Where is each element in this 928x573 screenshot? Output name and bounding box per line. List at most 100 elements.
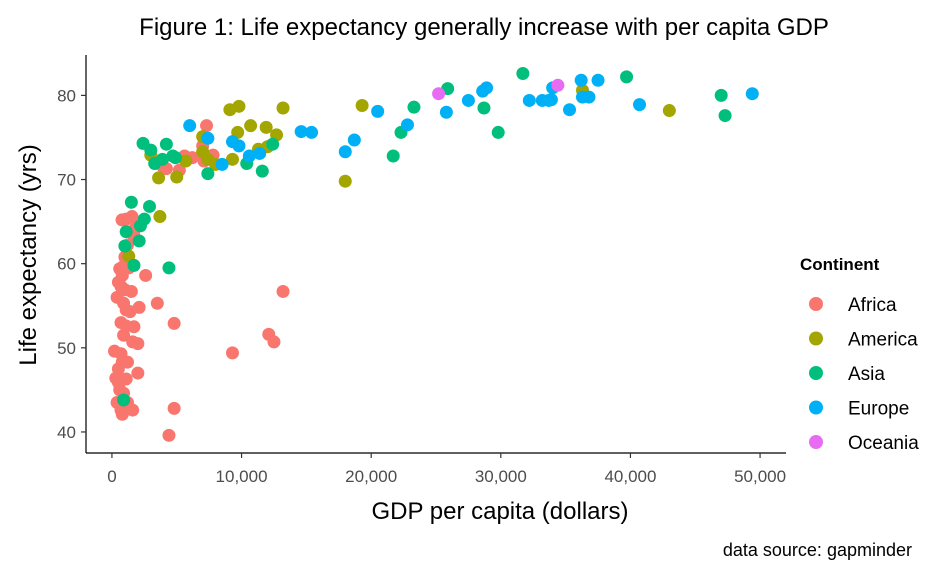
- data-point: [117, 328, 131, 342]
- data-point: [127, 320, 141, 334]
- data-point: [407, 100, 421, 114]
- data-point: [123, 305, 137, 319]
- legend-label-america: America: [848, 330, 918, 351]
- data-point: [266, 137, 280, 151]
- data-point: [400, 118, 414, 132]
- data-point: [551, 78, 565, 92]
- data-point: [582, 90, 596, 104]
- data-point: [201, 167, 215, 181]
- data-point: [167, 316, 181, 330]
- data-point: [461, 93, 475, 107]
- data-point: [745, 87, 759, 101]
- series-oceania: [432, 78, 565, 101]
- data-point: [225, 346, 239, 360]
- data-point: [294, 125, 308, 139]
- legend-key-asia: [809, 366, 823, 380]
- data-point: [131, 366, 145, 380]
- data-point: [232, 139, 246, 153]
- data-point: [153, 210, 167, 224]
- y-tick-label: 50: [57, 339, 76, 358]
- data-point: [338, 174, 352, 188]
- series-asia: [117, 67, 732, 407]
- data-point: [119, 372, 133, 386]
- data-point: [117, 393, 131, 407]
- legend-key-africa: [809, 297, 823, 311]
- data-point: [620, 70, 634, 84]
- data-point: [244, 119, 258, 133]
- data-point: [439, 105, 453, 119]
- x-tick-label: 50,000: [734, 467, 786, 486]
- data-point: [143, 199, 157, 213]
- data-point: [480, 81, 494, 95]
- data-point: [168, 151, 182, 165]
- data-point: [118, 239, 132, 253]
- data-point: [516, 67, 530, 81]
- data-point: [544, 93, 558, 107]
- x-tick-label: 40,000: [604, 467, 656, 486]
- data-point: [267, 335, 281, 349]
- data-point: [200, 119, 214, 133]
- data-point: [119, 225, 133, 239]
- x-axis-title: GDP per capita (dollars): [372, 498, 629, 525]
- data-point: [127, 258, 141, 272]
- data-point: [591, 73, 605, 87]
- x-tick-label: 30,000: [475, 467, 527, 486]
- data-point: [225, 152, 239, 166]
- data-point: [196, 145, 210, 159]
- legend-key-europe: [809, 400, 823, 415]
- data-point: [159, 137, 173, 151]
- data-point: [126, 403, 140, 417]
- data-point: [201, 131, 215, 145]
- y-axis-ticks: 40 50 60 70 80: [57, 86, 86, 442]
- data-point: [131, 337, 145, 351]
- data-point: [338, 145, 352, 159]
- data-point: [115, 407, 129, 421]
- data-point: [662, 104, 676, 118]
- data-point: [155, 152, 169, 166]
- data-point: [125, 210, 139, 224]
- legend: Continent Africa America Asia Europe Oceania: [800, 255, 919, 454]
- data-point: [259, 120, 273, 134]
- data-point: [170, 170, 184, 184]
- data-point: [167, 401, 181, 415]
- data-point: [255, 164, 269, 178]
- data-point: [276, 101, 290, 115]
- x-tick-label: 10,000: [216, 467, 268, 486]
- data-point: [355, 98, 369, 112]
- legend-label-oceania: Oceania: [848, 433, 919, 454]
- data-point: [215, 157, 229, 171]
- y-tick-label: 80: [57, 86, 76, 105]
- plot-area: [108, 67, 759, 442]
- chart-title: Figure 1: Life expectancy generally incr…: [139, 14, 829, 41]
- data-point: [139, 268, 153, 282]
- data-point: [124, 284, 138, 298]
- data-point: [162, 261, 176, 275]
- data-point: [152, 171, 166, 185]
- data-point: [276, 284, 290, 298]
- series-europe: [183, 73, 759, 171]
- data-point: [714, 88, 728, 102]
- data-point: [371, 104, 385, 118]
- legend-label-europe: Europe: [848, 399, 909, 420]
- data-point: [132, 234, 146, 248]
- legend-key-oceania: [809, 435, 823, 449]
- data-point: [124, 195, 138, 209]
- data-point: [144, 143, 158, 157]
- x-tick-label: 20,000: [345, 467, 397, 486]
- legend-label-asia: Asia: [848, 364, 885, 385]
- data-point: [242, 149, 256, 163]
- data-point: [574, 73, 588, 87]
- data-point: [491, 125, 505, 139]
- y-tick-label: 70: [57, 171, 76, 190]
- y-tick-label: 60: [57, 255, 76, 274]
- data-point: [522, 93, 536, 107]
- data-point: [633, 98, 647, 112]
- data-point: [162, 428, 176, 442]
- legend-title: Continent: [800, 255, 880, 274]
- data-point: [563, 103, 577, 117]
- data-point: [477, 101, 491, 115]
- y-tick-label: 40: [57, 423, 76, 442]
- data-point: [386, 149, 400, 163]
- legend-label-africa: Africa: [848, 295, 897, 316]
